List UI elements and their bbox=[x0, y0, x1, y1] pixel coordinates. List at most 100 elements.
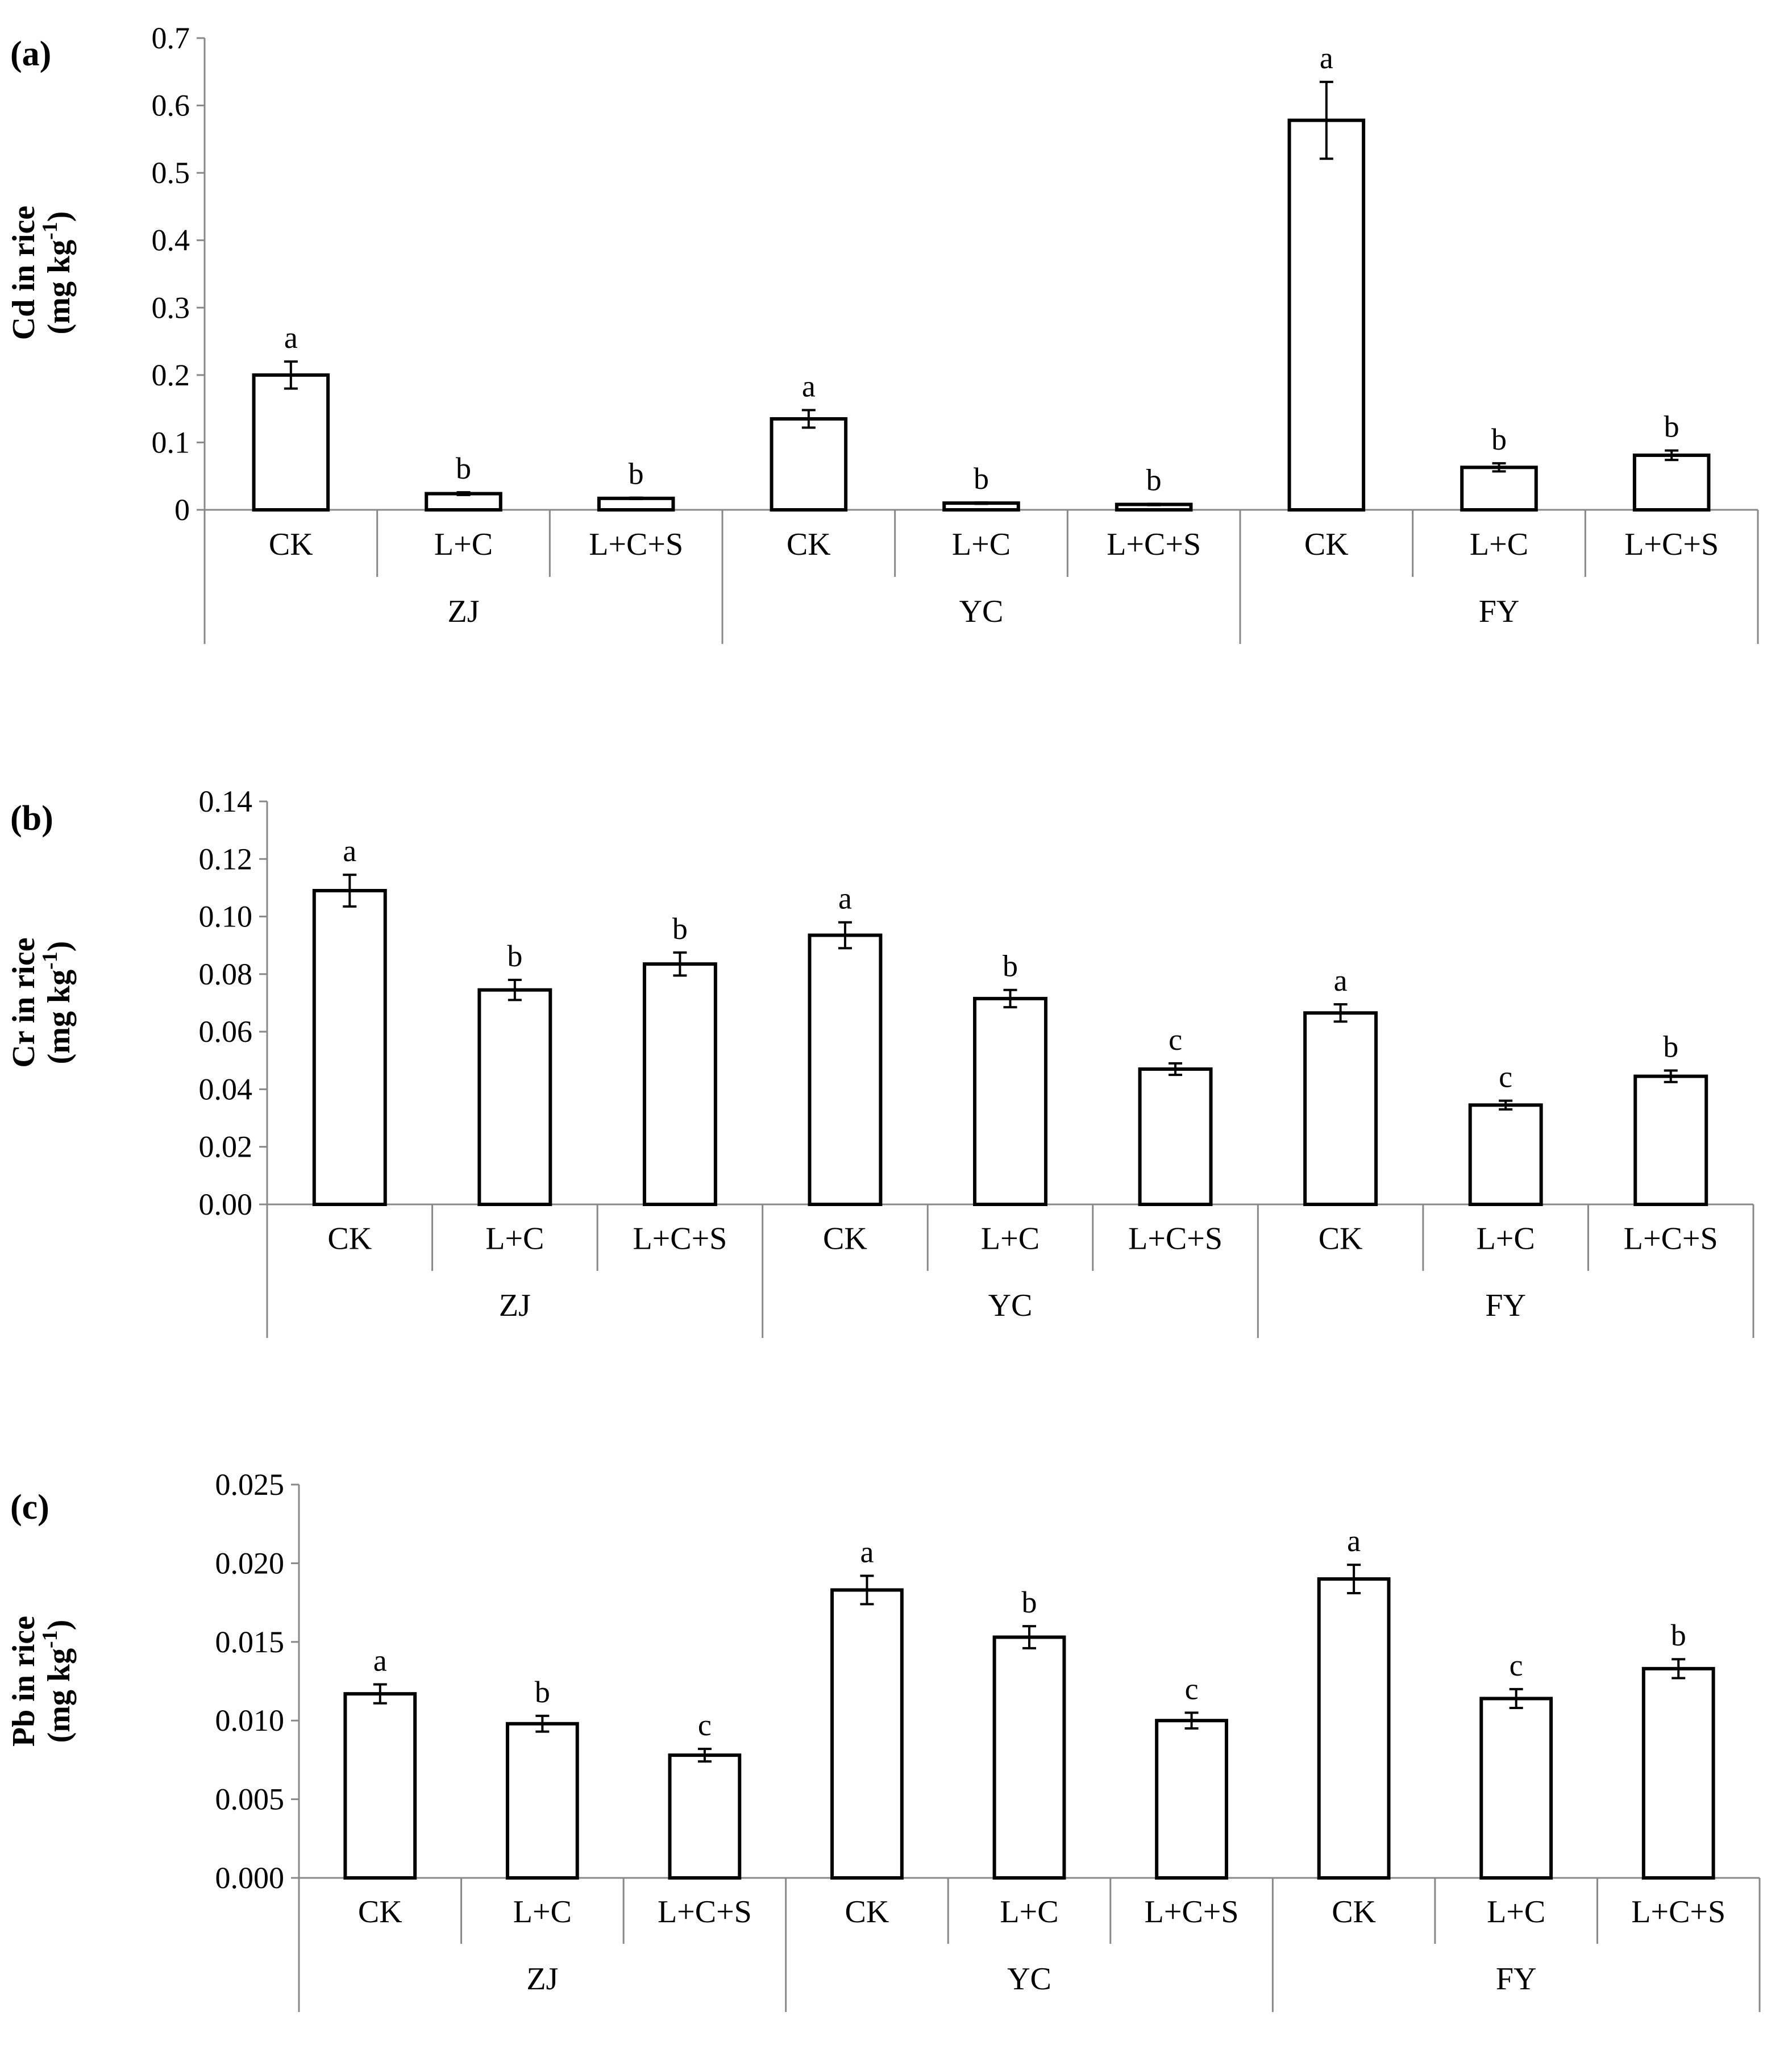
panel-label: (c) bbox=[10, 1488, 49, 1527]
significance-label: b bbox=[1146, 463, 1162, 497]
bar bbox=[830, 1588, 904, 1880]
x-group-label: ZJ bbox=[448, 594, 480, 629]
y-tick-label: 0.020 bbox=[215, 1546, 285, 1580]
y-tick-label: 0.7 bbox=[152, 21, 190, 55]
significance-label: b bbox=[1022, 1585, 1037, 1619]
y-axis-title-superscript: -1 bbox=[38, 1630, 62, 1648]
significance-label: a bbox=[860, 1535, 874, 1569]
x-category-label: L+C bbox=[513, 1894, 572, 1930]
bar bbox=[668, 1753, 742, 1880]
bar bbox=[973, 996, 1047, 1206]
x-category-label: L+C+S bbox=[1631, 1894, 1726, 1930]
bar bbox=[992, 1635, 1066, 1880]
y-tick-label: 0.000 bbox=[215, 1861, 285, 1895]
significance-label: a bbox=[284, 321, 298, 355]
x-group-label: FY bbox=[1496, 1961, 1537, 1997]
x-category-label: L+C bbox=[1000, 1894, 1058, 1930]
x-category-label: L+C+S bbox=[1624, 527, 1719, 562]
bar bbox=[1460, 465, 1538, 512]
significance-label: c bbox=[1169, 1022, 1182, 1057]
x-category-label: L+C bbox=[952, 527, 1011, 562]
y-axis-title: Cd in rice(mg kg-1) bbox=[6, 206, 77, 340]
x-group-label: FY bbox=[1485, 1288, 1526, 1323]
significance-label: b bbox=[974, 462, 989, 496]
bar bbox=[1303, 1011, 1378, 1206]
bar bbox=[642, 962, 717, 1207]
significance-label: b bbox=[1664, 410, 1679, 444]
bar bbox=[252, 373, 330, 512]
x-category-label: L+C bbox=[434, 527, 493, 562]
y-axis-title-line1: Cd in rice bbox=[6, 206, 41, 340]
x-category-label: CK bbox=[327, 1221, 372, 1257]
bar bbox=[343, 1692, 417, 1880]
y-axis-title-unit: (mg kg bbox=[41, 970, 77, 1064]
x-group-label: FY bbox=[1479, 594, 1520, 629]
chart-panel-c: (c) Pb in rice(mg kg-1) 0.000 0.005 0.010 0.0… bbox=[6, 1468, 1761, 2012]
x-category-label: L+C+S bbox=[1145, 1894, 1239, 1930]
x-category-label: L+C+S bbox=[1128, 1221, 1223, 1257]
x-category-label: CK bbox=[1319, 1221, 1363, 1257]
significance-label: b bbox=[507, 939, 522, 973]
y-tick-label: 0.015 bbox=[215, 1625, 285, 1659]
bar bbox=[1641, 1666, 1715, 1880]
y-tick-label: 0.3 bbox=[152, 290, 190, 325]
y-tick-label: 0.1 bbox=[152, 425, 190, 459]
bar bbox=[808, 933, 883, 1206]
significance-label: c bbox=[1510, 1648, 1523, 1682]
y-tick-label: 0.08 bbox=[199, 957, 253, 991]
y-axis-title: Pb in rice(mg kg-1) bbox=[6, 1616, 77, 1747]
significance-label: b bbox=[1491, 422, 1507, 456]
x-group-label: YC bbox=[988, 1288, 1033, 1323]
x-group-label: ZJ bbox=[526, 1961, 558, 1997]
bar bbox=[1632, 453, 1711, 512]
x-category-label: L+C+S bbox=[633, 1221, 727, 1257]
x-category-label: CK bbox=[358, 1894, 402, 1930]
x-category-label: L+C+S bbox=[1107, 527, 1201, 562]
panel-label: (b) bbox=[10, 799, 53, 838]
bar bbox=[1317, 1577, 1391, 1880]
significance-label: a bbox=[838, 882, 852, 916]
x-category-label: CK bbox=[845, 1894, 889, 1930]
significance-label: c bbox=[1185, 1672, 1199, 1706]
significance-label: a bbox=[1347, 1524, 1361, 1558]
significance-label: b bbox=[1671, 1618, 1686, 1652]
bar bbox=[1287, 118, 1366, 512]
y-axis-title-superscript: -1 bbox=[38, 951, 62, 970]
significance-label: c bbox=[698, 1708, 712, 1742]
y-axis-title-close: ) bbox=[41, 1620, 77, 1631]
significance-label: a bbox=[1320, 41, 1333, 75]
y-tick-label: 0.14 bbox=[199, 784, 253, 818]
x-category-label: CK bbox=[269, 527, 313, 562]
y-tick-label: 0.6 bbox=[152, 89, 190, 123]
y-axis-title-superscript: -1 bbox=[38, 222, 62, 240]
bar bbox=[312, 888, 387, 1206]
x-category-label: L+C bbox=[1477, 1221, 1535, 1257]
bar bbox=[1633, 1074, 1708, 1206]
chart-panel-b: (b) Cr in rice(mg kg-1) 0.00 0.02 0.04 0.06 0.… bbox=[6, 784, 1754, 1338]
x-category-label: L+C+S bbox=[658, 1894, 752, 1930]
x-group-label: YC bbox=[1007, 1961, 1051, 1997]
y-axis-title-unit: (mg kg bbox=[41, 240, 77, 334]
significance-label: a bbox=[343, 834, 356, 868]
significance-label: a bbox=[373, 1644, 387, 1678]
x-category-label: CK bbox=[1304, 527, 1349, 562]
y-tick-label: 0.4 bbox=[152, 223, 190, 257]
y-tick-label: 0.02 bbox=[199, 1130, 253, 1164]
y-tick-label: 0.00 bbox=[199, 1187, 253, 1221]
significance-label: a bbox=[1334, 963, 1348, 997]
y-tick-label: 0 bbox=[174, 493, 190, 527]
bar bbox=[1479, 1697, 1553, 1880]
bar bbox=[505, 1722, 579, 1880]
x-category-label: CK bbox=[1332, 1894, 1376, 1930]
x-category-label: L+C bbox=[485, 1221, 544, 1257]
x-group-label: ZJ bbox=[499, 1288, 531, 1323]
chart-panel-a: (a) Cd in rice(mg kg-1) 0 0.1 0.2 0.3 0.4 0.5 0.… bbox=[6, 21, 1759, 644]
significance-label: b bbox=[456, 451, 471, 485]
bar bbox=[1468, 1103, 1543, 1206]
x-group-label: YC bbox=[959, 594, 1004, 629]
significance-label: b bbox=[535, 1675, 550, 1709]
significance-label: b bbox=[1003, 949, 1018, 983]
y-tick-label: 0.10 bbox=[199, 900, 253, 934]
y-tick-label: 0.025 bbox=[215, 1468, 285, 1502]
